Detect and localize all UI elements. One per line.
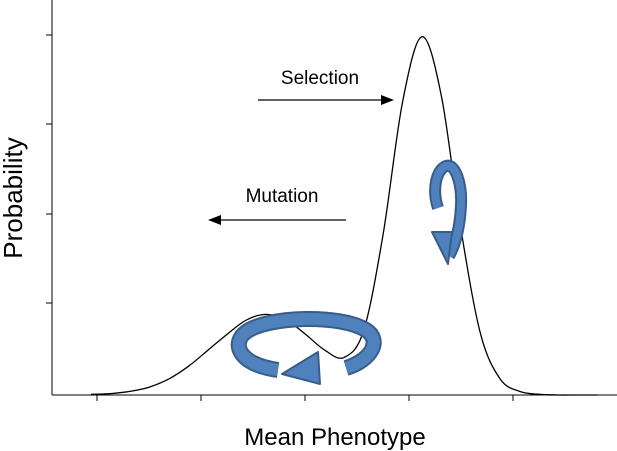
probability-curve <box>90 36 598 396</box>
axis-ticks <box>46 34 514 401</box>
cycle-arrow-higher-peak <box>429 159 468 265</box>
y-axis-label: Probability <box>0 137 28 258</box>
selection-label: Selection <box>281 68 359 89</box>
cycle-arrow-lower-peak <box>230 311 382 385</box>
mutation-arrow <box>208 215 346 225</box>
mutation-label: Mutation <box>246 186 319 207</box>
x-axis-label: Mean Phenotype <box>244 424 425 451</box>
selection-arrow <box>258 95 394 105</box>
